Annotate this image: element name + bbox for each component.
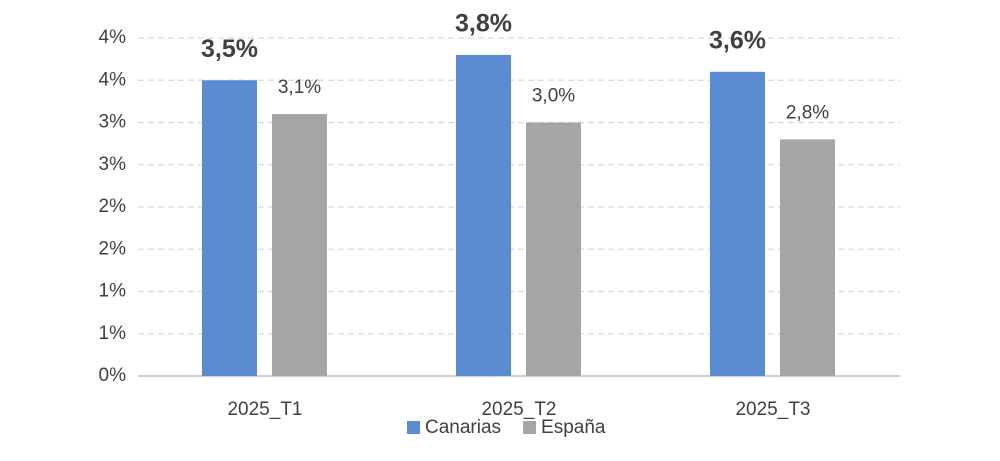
data-label: 2,8% [786,102,829,123]
data-label: 3,5% [201,35,258,63]
data-label: 3,8% [455,10,512,38]
y-tick-label: 1% [99,323,127,344]
y-tick-label: 4% [99,69,127,90]
legend-swatch [523,421,537,434]
y-tick-label: 3% [99,154,127,175]
x-tick-label: 2025_T1 [227,399,302,420]
bar [456,54,511,377]
y-tick-label: 0% [99,365,127,386]
bar [780,139,835,376]
bar [526,122,581,376]
x-tick-label: 2025_T3 [735,399,810,420]
legend-label: España [541,417,606,438]
bar [202,80,257,376]
y-tick-label: 2% [99,196,127,217]
y-tick-label: 4% [99,27,127,48]
legend-swatch [407,421,420,434]
data-label: 3,0% [532,86,575,107]
y-tick-label: 1% [99,281,127,302]
y-tick-label: 2% [99,238,127,259]
bar [710,71,765,377]
legend-label: Canarias [425,417,501,438]
data-label: 3,1% [278,77,321,98]
x-tick-label: 2025_T2 [481,399,556,420]
bar [272,114,327,377]
data-label: 3,6% [709,26,766,54]
y-tick-label: 3% [99,112,127,133]
